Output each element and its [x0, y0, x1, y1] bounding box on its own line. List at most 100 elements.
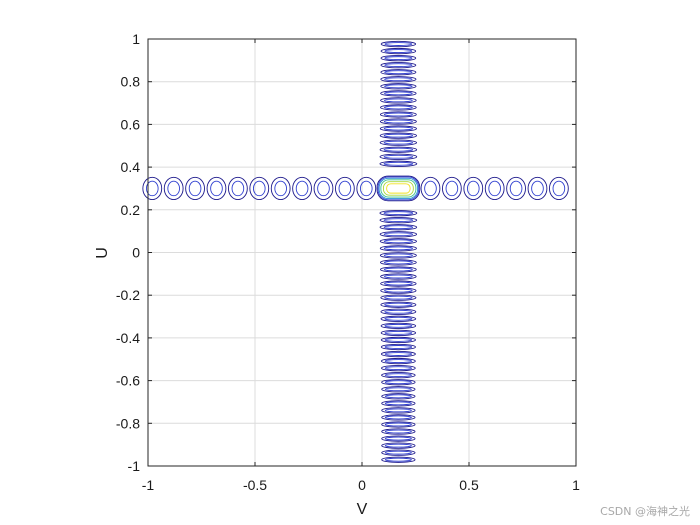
contour-line: [383, 161, 414, 166]
watermark: CSDN @海神之光: [600, 505, 690, 518]
contour-line: [384, 401, 412, 406]
contour-line: [379, 153, 418, 160]
contour-line: [442, 176, 462, 201]
contour-line: [376, 175, 421, 202]
contour-line: [424, 180, 437, 197]
grid-lines: [148, 39, 576, 466]
contour-line: [383, 147, 414, 152]
contour-line: [185, 176, 205, 201]
contour-line: [384, 302, 413, 307]
contour-line: [383, 105, 413, 110]
y-tick-label: 0.6: [121, 116, 141, 132]
contour-line: [384, 274, 413, 279]
contour-line: [383, 239, 413, 244]
contour-line: [380, 322, 417, 329]
contour-line: [142, 176, 163, 201]
contour-line: [384, 281, 413, 286]
x-tick-label: -0.5: [243, 477, 267, 493]
contour-line: [379, 160, 418, 167]
contour-line: [379, 118, 417, 125]
contour-line: [506, 176, 526, 201]
contour-line: [384, 98, 413, 103]
contour-line: [380, 97, 417, 104]
contour-line: [380, 280, 417, 287]
contour-line: [383, 211, 414, 216]
contour-line: [384, 70, 413, 75]
contour-line: [380, 336, 416, 344]
contour-line: [379, 231, 418, 238]
contour-line: [383, 246, 413, 251]
y-tick-label: 0: [132, 245, 140, 261]
contour-line: [379, 245, 417, 252]
contour-line: [317, 180, 330, 197]
contour-line: [380, 343, 416, 351]
contour-line: [335, 176, 355, 201]
contour-line: [295, 180, 309, 197]
contour-line: [379, 132, 417, 139]
contour-line: [379, 111, 417, 118]
contour-line: [384, 422, 412, 427]
contour-line: [231, 180, 245, 197]
contour-line: [384, 345, 413, 349]
contour-line: [380, 69, 417, 76]
contour-line: [252, 180, 266, 197]
contour-line: [383, 154, 414, 159]
contour-line: [356, 176, 377, 201]
contour-line: [383, 133, 413, 138]
contour-line: [380, 40, 417, 48]
contour-line: [380, 287, 417, 294]
contour-line: [380, 83, 417, 90]
contour-line: [384, 387, 412, 392]
contour-line: [488, 180, 501, 197]
contour-line: [384, 457, 412, 462]
contour-line: [384, 323, 413, 328]
contour-line: [384, 450, 412, 455]
contour-line: [381, 386, 416, 393]
contour-line: [379, 146, 418, 153]
contour-line: [381, 428, 416, 435]
contour-line: [381, 456, 416, 463]
contour-line: [381, 442, 416, 449]
y-tick-label: 0.2: [121, 202, 141, 218]
contour-line: [380, 315, 417, 322]
x-tick-labels: -1 -0.5 0 0.5 1: [142, 477, 580, 493]
contour-line: [384, 373, 412, 378]
contour-line: [380, 301, 417, 308]
contour-line: [381, 449, 416, 456]
contour-line: [313, 176, 334, 201]
x-tick-label: 0.5: [459, 477, 479, 493]
contour-line: [380, 76, 417, 83]
contour-line: [384, 380, 412, 385]
contour-line: [384, 309, 413, 314]
contour-line: [383, 119, 413, 124]
contour-line: [383, 218, 414, 223]
contour-line: [380, 357, 416, 365]
contour-line: [384, 295, 413, 300]
contour-line: [380, 90, 417, 97]
contour-line: [379, 252, 417, 259]
contour-line: [384, 49, 413, 53]
contour-line: [379, 209, 418, 217]
contour-line: [383, 232, 414, 237]
y-tick-label: -0.4: [116, 330, 140, 346]
contour-line: [384, 316, 413, 321]
contour-line: [379, 125, 417, 132]
y-tick-label: 1: [132, 31, 140, 47]
contour-line: [380, 308, 417, 315]
contour-line: [206, 176, 227, 201]
contour-line: [420, 176, 441, 201]
contour-line: [381, 400, 416, 407]
contour-line: [384, 77, 413, 82]
contour-line: [270, 176, 291, 201]
contour-line: [384, 42, 413, 46]
contour-line: [380, 350, 416, 358]
contour-line: [274, 180, 287, 197]
contour-line: [383, 267, 413, 272]
contour-line: [379, 217, 418, 224]
contour-line: [380, 104, 417, 111]
contour-line: [383, 140, 414, 145]
contour-line: [384, 436, 412, 441]
contour-line: [463, 176, 484, 201]
contour-line: [379, 139, 418, 146]
